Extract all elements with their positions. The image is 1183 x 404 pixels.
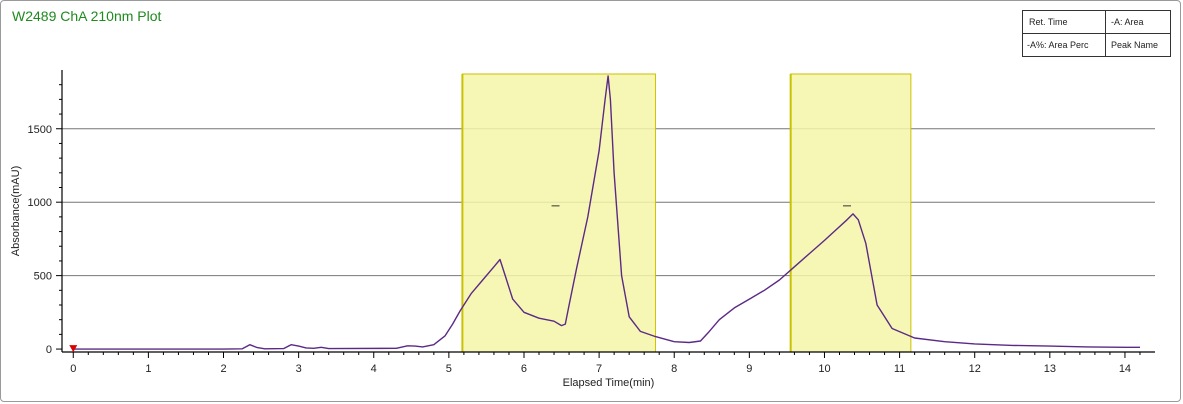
x-tick-label-1: 1: [145, 363, 151, 375]
legend-area: -A: Area: [1111, 17, 1144, 27]
injection-marker: [69, 345, 78, 353]
x-tick-label-4: 4: [371, 363, 377, 375]
x-tick-label-10: 10: [818, 363, 830, 375]
x-tick-label-12: 12: [969, 363, 981, 375]
legend-ret-time: Ret. Time: [1029, 17, 1068, 27]
x-tick-label-7: 7: [596, 363, 602, 375]
peak-windows: [461, 73, 912, 353]
x-tick-label-2: 2: [220, 363, 226, 375]
peak-window-1: [461, 73, 656, 353]
peak-table-legend: Ret. Time -A: Area -A%: Area Perc Peak N…: [1022, 10, 1171, 57]
trace-layer: [73, 75, 1140, 350]
y-tick-label-500: 500: [34, 271, 52, 283]
x-tick-label-6: 6: [521, 363, 527, 375]
x-tick-label-13: 13: [1044, 363, 1056, 375]
legend-divider-horizontal: [1023, 33, 1170, 34]
x-tick-label-3: 3: [296, 363, 302, 375]
plot-title: W2489 ChA 210nm Plot: [12, 8, 162, 24]
y-tick-label-1000: 1000: [28, 197, 52, 209]
legend-area-percent: -A%: Area Perc: [1027, 40, 1089, 50]
x-tick-label-11: 11: [894, 363, 905, 375]
x-tick-label-9: 9: [746, 363, 752, 375]
y-tick-label-0: 0: [46, 344, 52, 356]
x-tick-label-14: 14: [1119, 363, 1131, 375]
y-tick-label-1500: 1500: [28, 124, 52, 136]
x-tick-label-0: 0: [70, 363, 76, 375]
y-axis-title: Absorbance(mAU): [10, 166, 22, 256]
x-axis-title: Elapsed Time(min): [563, 377, 655, 389]
x-tick-label-8: 8: [671, 363, 677, 375]
peak-marks: [69, 205, 852, 353]
chromatogram-trace: [73, 75, 1140, 350]
x-tick-label-5: 5: [446, 363, 452, 375]
peak-window-2: [790, 73, 912, 353]
legend-peak-name: Peak Name: [1111, 40, 1159, 50]
